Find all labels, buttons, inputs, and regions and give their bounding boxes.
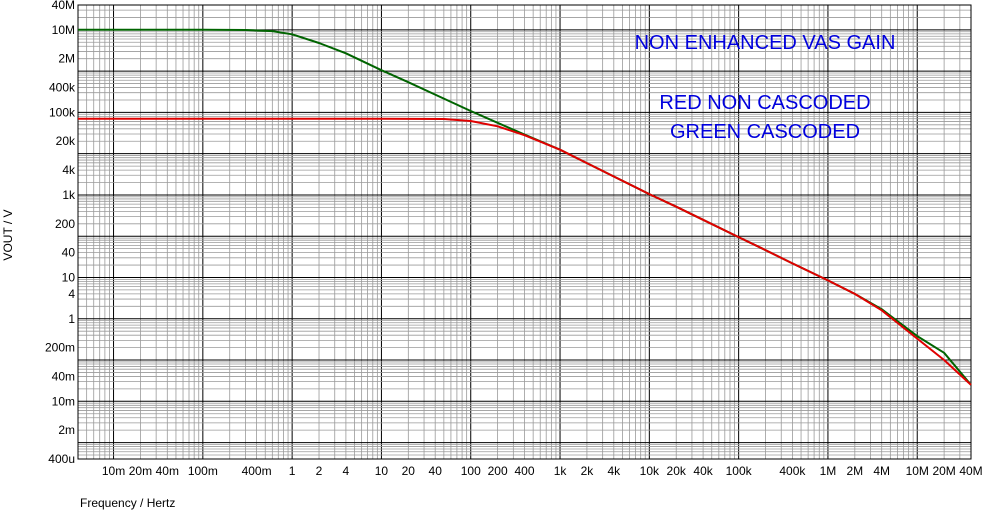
x-tick-label: 10k	[640, 464, 660, 478]
annotation-green-label: GREEN CASCODED	[670, 121, 860, 143]
x-tick-label: 40	[429, 464, 443, 478]
y-tick-label: 200	[55, 217, 75, 231]
x-tick-label: 40k	[693, 464, 713, 478]
series-lines	[78, 28, 972, 386]
y-tick-label: 40m	[52, 369, 75, 383]
x-tick-label: 40M	[959, 464, 982, 478]
grid	[77, 4, 972, 460]
y-tick-label: 4	[68, 287, 75, 301]
y-tick-label: 10m	[52, 394, 75, 408]
y-tick-label: 10	[62, 270, 76, 284]
x-tick-label: 100m	[188, 464, 218, 478]
x-tick-label: 4	[343, 464, 350, 478]
y-tick-label: 40	[62, 246, 76, 260]
x-tick-label: 100k	[726, 464, 753, 478]
x-tick-label: 4M	[873, 464, 890, 478]
x-axis-ticks: 10m 20m 40m 100m 400m 1 2 4 10 20 40 100 200 400 1k 2k 4…	[102, 464, 982, 478]
x-tick-label: 400k	[779, 464, 806, 478]
y-tick-label: 1	[68, 312, 75, 326]
x-tick-label: 400m	[242, 464, 272, 478]
x-tick-label: 100	[461, 464, 481, 478]
x-tick-label: 4k	[607, 464, 621, 478]
y-tick-label: 20k	[56, 134, 76, 148]
x-tick-label: 2M	[846, 464, 863, 478]
y-tick-label: 2m	[58, 423, 75, 437]
y-tick-label: 2M	[58, 52, 75, 66]
y-tick-label: 40M	[52, 0, 75, 12]
y-axis-ticks: 400u 2m 10m 40m 200m 1 4 10 40 200 1k 4k 20k 100k 400k…	[45, 0, 76, 466]
x-tick-label: 10M	[906, 464, 929, 478]
y-axis-label: VOUT / V	[1, 209, 15, 260]
plot-frame	[77, 4, 972, 460]
x-tick-label: 20	[402, 464, 416, 478]
x-tick-label: 40m	[156, 464, 179, 478]
annotations: NON ENHANCED VAS GAIN RED NON CASCODED G…	[635, 32, 896, 143]
annotation-red-label: RED NON CASCODED	[659, 92, 870, 114]
x-tick-label: 10m	[102, 464, 125, 478]
x-tick-label: 10	[375, 464, 389, 478]
y-tick-label: 400k	[49, 81, 76, 95]
x-tick-label: 2k	[581, 464, 595, 478]
x-tick-label: 2	[316, 464, 323, 478]
x-tick-label: 20k	[667, 464, 687, 478]
x-axis-label: Frequency / Hertz	[80, 496, 175, 510]
x-tick-label: 20m	[129, 464, 152, 478]
x-tick-label: 200	[488, 464, 508, 478]
y-tick-label: 1k	[62, 188, 76, 202]
x-tick-label: 1	[289, 464, 296, 478]
y-tick-label: 100k	[49, 105, 76, 119]
series-line-red	[78, 117, 972, 386]
y-tick-label: 200m	[45, 341, 75, 355]
x-tick-label: 20M	[932, 464, 955, 478]
x-tick-label: 1k	[554, 464, 568, 478]
x-tick-label: 400	[514, 464, 534, 478]
y-tick-label: 4k	[62, 163, 76, 177]
x-tick-label: 1M	[820, 464, 837, 478]
y-tick-label: 400u	[48, 452, 75, 466]
annotation-title: NON ENHANCED VAS GAIN	[635, 32, 896, 54]
y-tick-label: 10M	[52, 23, 75, 37]
